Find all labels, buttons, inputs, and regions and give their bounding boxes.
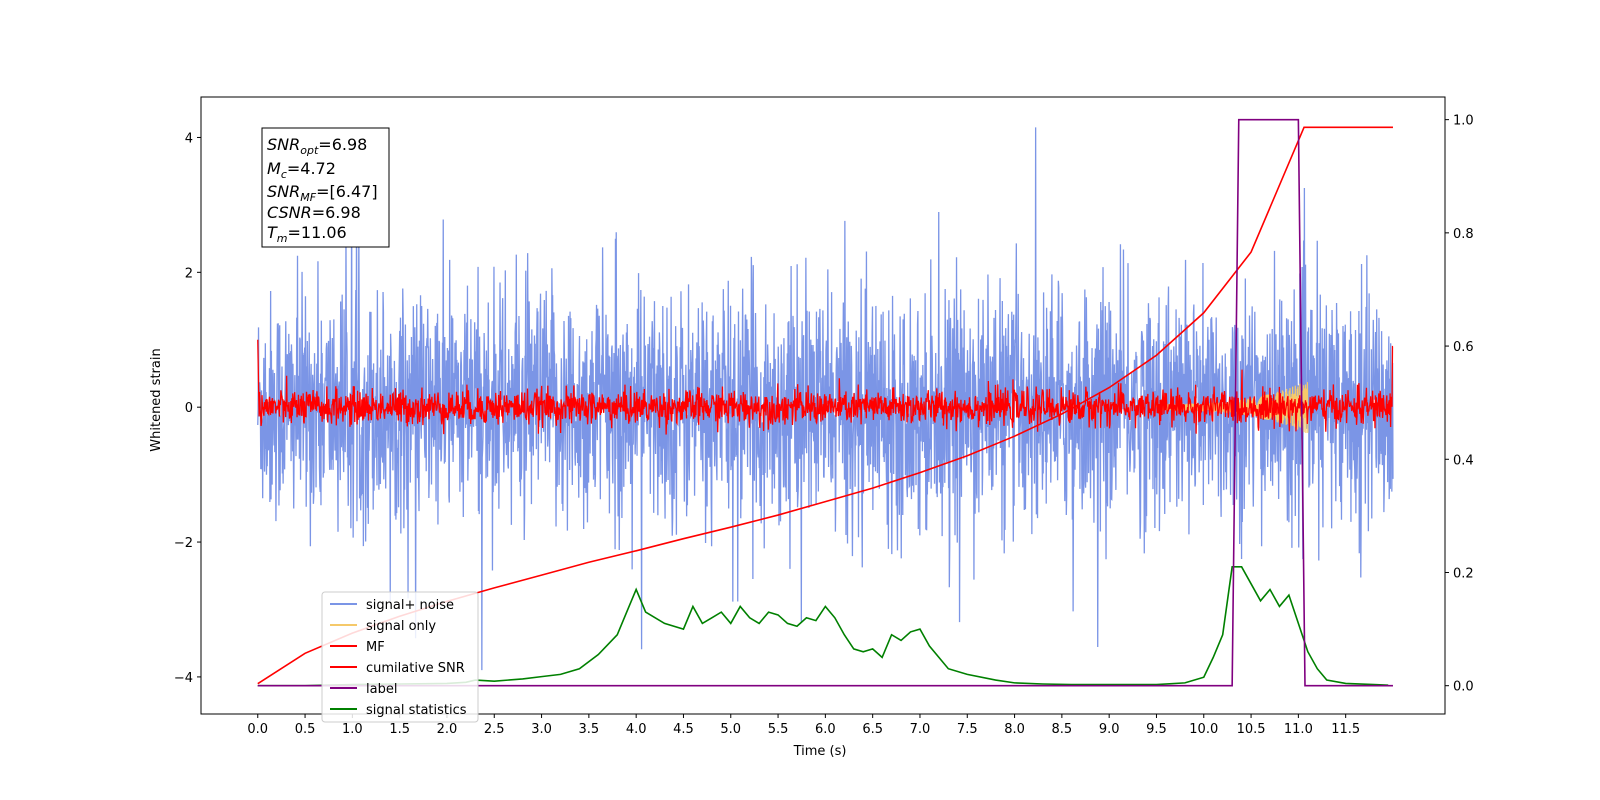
y-tick-label: −4 (174, 671, 193, 686)
x-tick-label: 3.0 (531, 722, 552, 737)
x-tick-label: 9.5 (1146, 722, 1167, 737)
legend-label-label: label (366, 682, 397, 697)
y2-tick-label: 0.6 (1453, 340, 1474, 355)
x-tick-label: 6.5 (862, 722, 883, 737)
legend-frame (321, 591, 479, 723)
x-tick-label: 8.5 (1052, 722, 1073, 737)
plot-frame (200, 96, 1446, 715)
x-tick-label: 9.0 (1099, 722, 1120, 737)
y-tick-label: 0 (185, 401, 193, 416)
y2-tick-label: 0.2 (1453, 566, 1474, 581)
legend-label-signal-only: signal only (366, 619, 436, 634)
legend: signal+ noise signal only MF cumilative … (321, 591, 479, 723)
csnr-text: CSNR=6.98 (267, 203, 361, 222)
annotation-frame (261, 127, 390, 248)
y2-tick-label: 0.0 (1453, 680, 1474, 695)
y2-tick-label: 0.8 (1453, 227, 1474, 242)
x-tick-label: 6.0 (815, 722, 836, 737)
mf-line (257, 339, 1394, 435)
x-tick-label: 2.0 (437, 722, 458, 737)
x-tick-label: 11.5 (1331, 722, 1360, 737)
signal-statistics-series (257, 566, 1389, 687)
signal-statistics-line (257, 566, 1389, 687)
snr-opt-text: SNRopt=6.98 (267, 135, 367, 157)
y2-tick-label: 0.4 (1453, 453, 1474, 468)
x-tick-label: 4.5 (673, 722, 694, 737)
y-tick-label: −2 (174, 536, 193, 551)
x-tick-label: 8.0 (1004, 722, 1025, 737)
legend-label-signal-statistics: signal statistics (366, 703, 467, 718)
x-axis-ticks: 0.0 0.5 1.0 1.5 2.0 2.5 3.0 3.5 4.0 4.5 5.0 5.5 6.0 6… (247, 714, 1360, 737)
x-tick-label: 11.0 (1284, 722, 1313, 737)
x-tick-label: 1.5 (389, 722, 410, 737)
y-tick-label: 4 (185, 131, 193, 146)
x-tick-label: 2.5 (484, 722, 505, 737)
legend-label-cumulative-snr: cumilative SNR (366, 661, 465, 676)
y2-axis-ticks: 0.0 0.2 0.4 0.6 0.8 1.0 (1445, 114, 1474, 695)
signal-noise-line (257, 127, 1394, 671)
x-tick-label: 10.5 (1237, 722, 1266, 737)
label-line (257, 118, 1393, 687)
mc-text: Mc=4.72 (267, 159, 336, 181)
x-tick-label: 7.0 (910, 722, 931, 737)
x-tick-label: 4.0 (626, 722, 647, 737)
x-tick-label: 0.5 (295, 722, 316, 737)
legend-label-mf: MF (366, 640, 385, 655)
x-tick-label: 5.0 (720, 722, 741, 737)
signal-noise-series (257, 127, 1394, 671)
metrics-annotation-box: SNRopt=6.98 Mc=4.72 SNRMF=[6.47] CSNR=6.… (261, 127, 390, 248)
x-tick-label: 10.0 (1189, 722, 1218, 737)
tm-text: Tm=11.06 (267, 223, 347, 245)
x-tick-label: 7.5 (957, 722, 978, 737)
legend-label-signal-noise: signal+ noise (366, 598, 454, 613)
y-axis-label: Whitened strain (149, 348, 164, 451)
x-tick-label: 0.0 (247, 722, 268, 737)
y-tick-label: 2 (185, 266, 193, 281)
label-series (257, 118, 1393, 687)
snr-mf-text: SNRMF=[6.47] (267, 182, 378, 204)
y2-tick-label: 1.0 (1453, 114, 1474, 129)
x-tick-label: 1.0 (342, 722, 363, 737)
x-tick-label: 3.5 (579, 722, 600, 737)
mf-series (257, 339, 1394, 435)
y-axis-ticks: −4 −2 0 2 4 (174, 131, 201, 686)
x-axis-label: Time (s) (793, 744, 847, 759)
x-tick-label: 5.5 (768, 722, 789, 737)
